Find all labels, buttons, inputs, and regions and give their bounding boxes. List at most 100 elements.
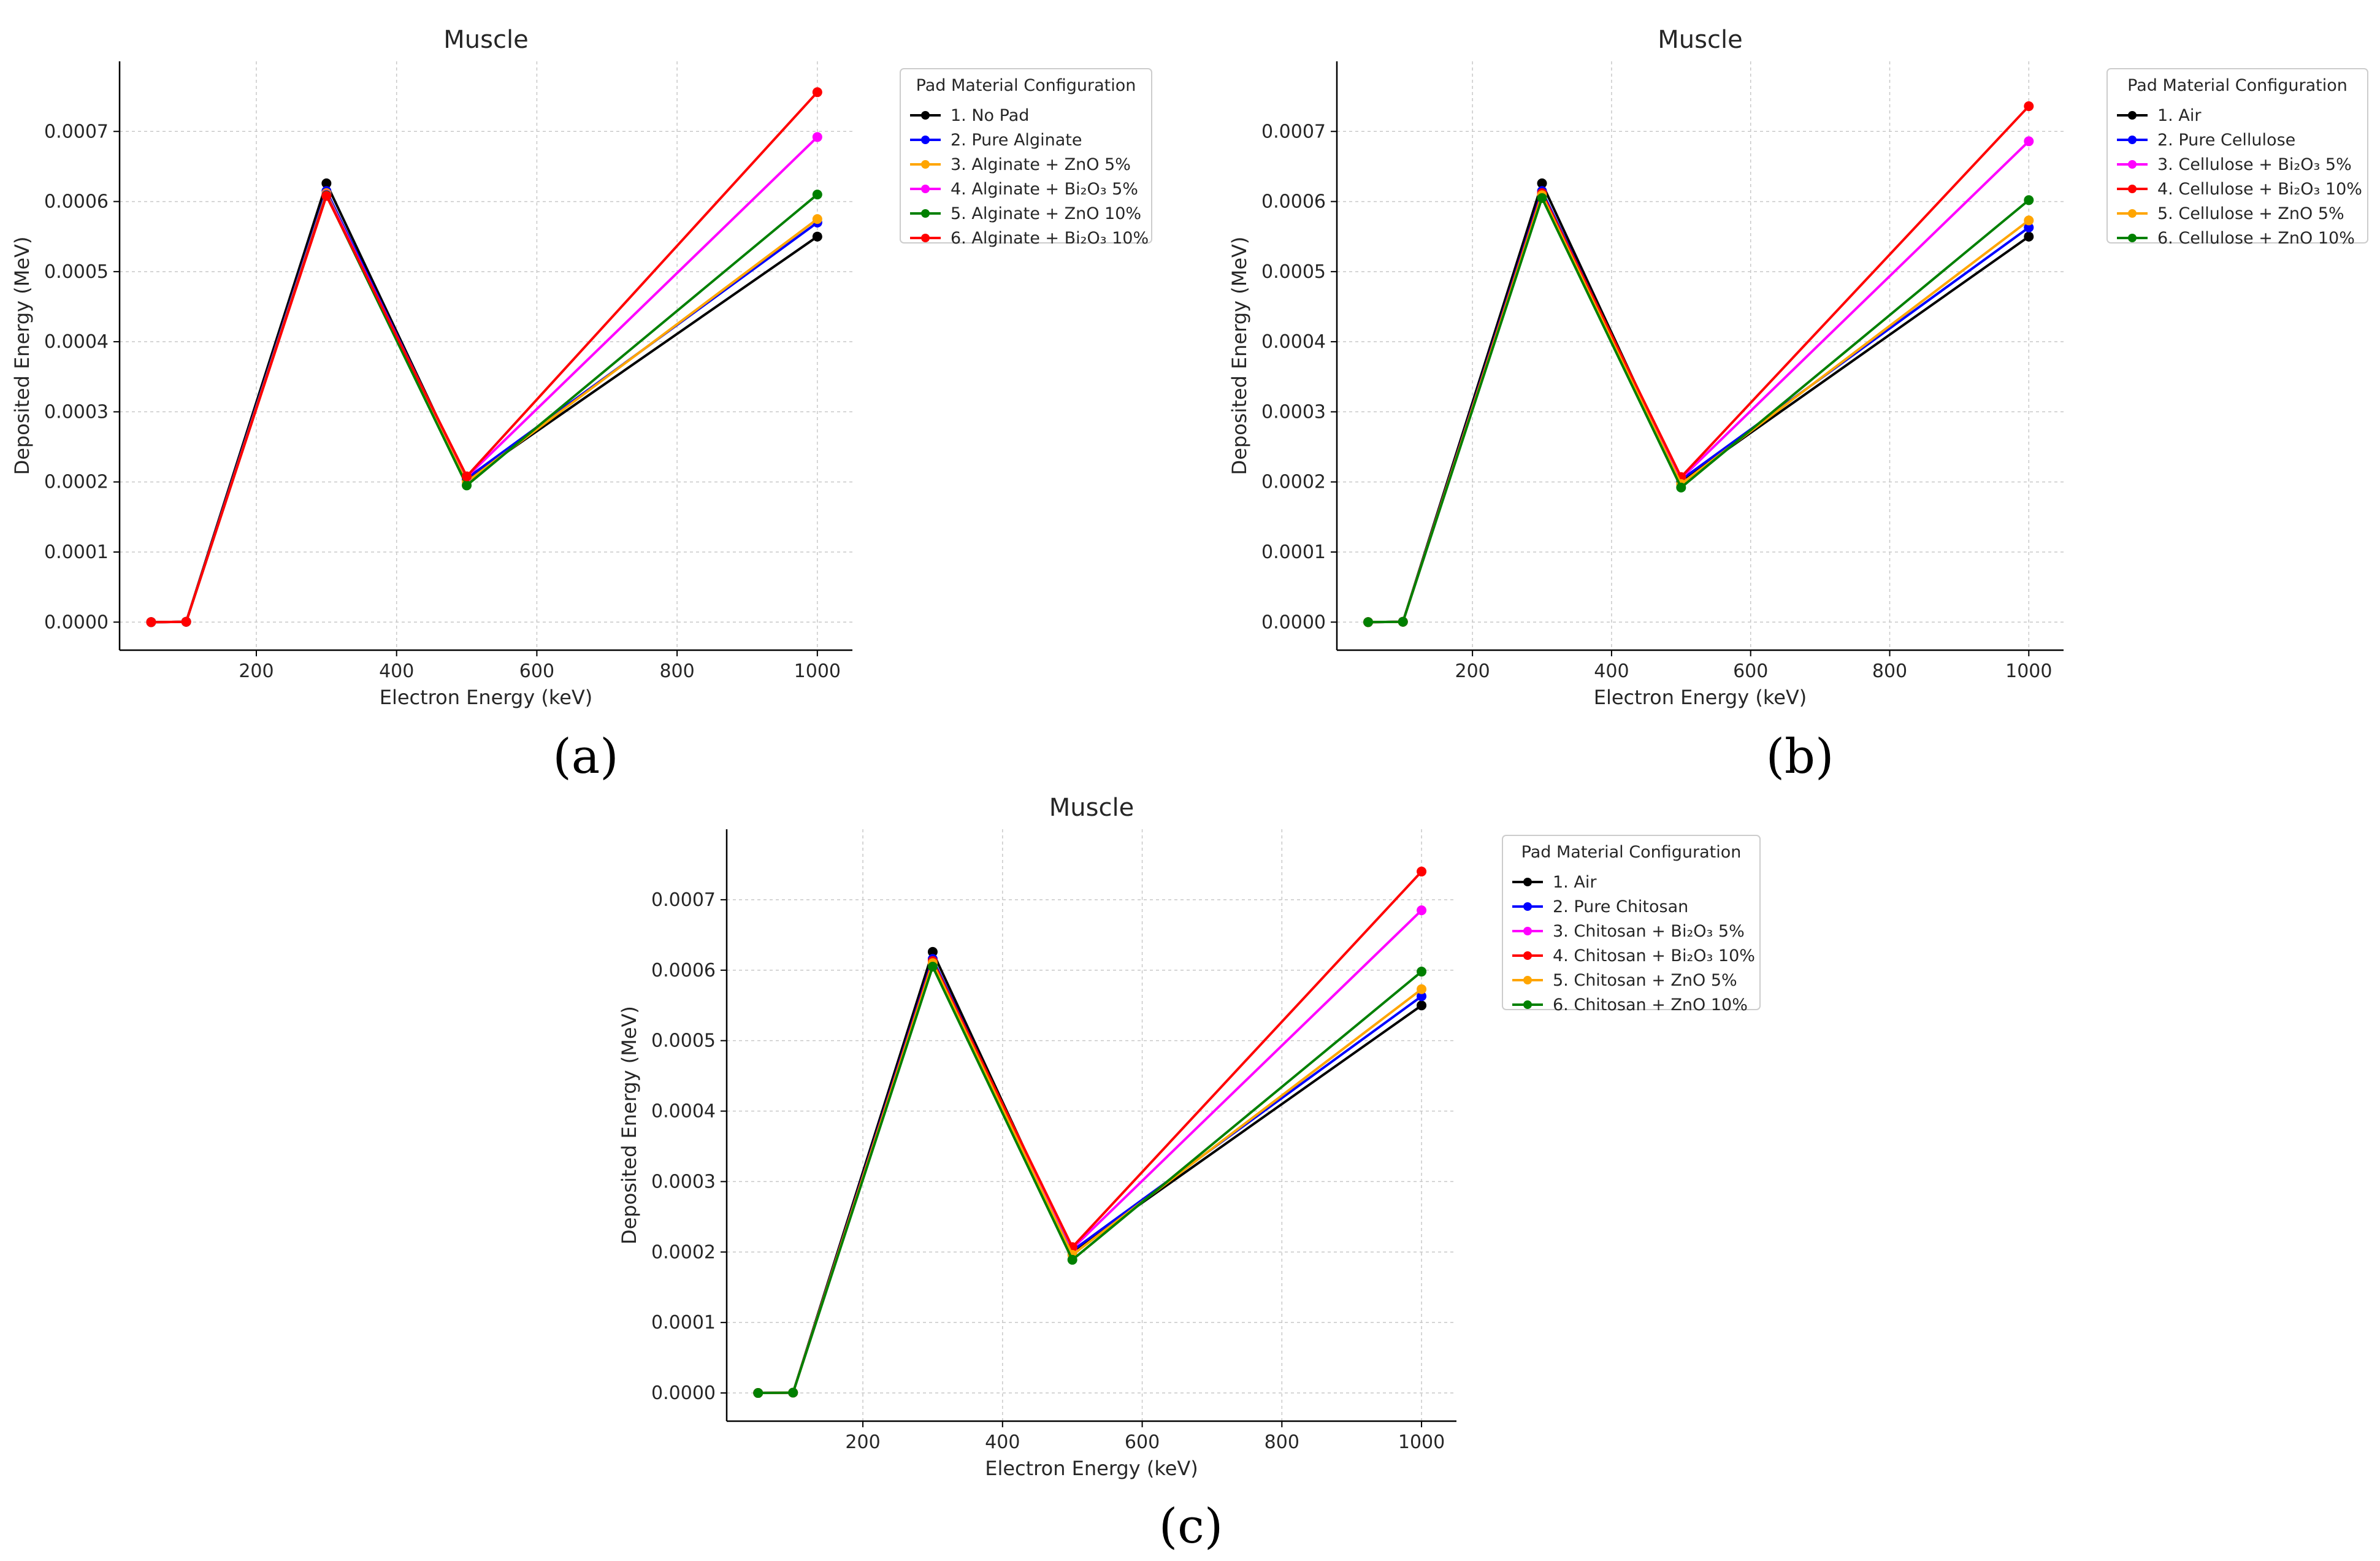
- legend-swatch-marker: [921, 136, 930, 144]
- series-line-1: [1368, 182, 2030, 624]
- legend-swatch-marker: [2128, 234, 2137, 242]
- series-line-5: [758, 962, 1423, 1394]
- y-tick-label: 0.0001: [44, 542, 109, 563]
- legend-title: Pad Material Configuration: [916, 76, 1136, 95]
- chart-panel-2: 200 400 600 800 1000 0.0000 0.0001 0.0002 0.0003…: [1228, 26, 2368, 709]
- legend-swatch-marker: [2128, 160, 2137, 169]
- x-axis-label: Electron Energy (keV): [380, 686, 593, 709]
- data-point: [1417, 991, 1427, 1002]
- data-point: [1398, 616, 1408, 627]
- y-tick-label: 0.0007: [651, 889, 716, 911]
- x-tick-label: 200: [1455, 661, 1490, 682]
- y-tick-label: 0.0003: [651, 1171, 716, 1192]
- data-point: [1417, 967, 1427, 977]
- data-point: [146, 617, 156, 627]
- legend: Pad Material Configuration 1. No Pad 2. Pu…: [900, 68, 1152, 248]
- y-tick-label: 0.0003: [1261, 401, 1326, 423]
- panel-label: (b): [1766, 729, 1834, 784]
- legend: Pad Material Configuration 1. Air 2. Pure …: [1502, 835, 1761, 1014]
- y-tick-label: 0.0007: [1261, 121, 1326, 142]
- legend-entry: 1. No Pad: [951, 106, 1029, 125]
- x-axis-label: Electron Energy (keV): [1594, 686, 1807, 709]
- y-tick-label: 0.0006: [651, 960, 716, 981]
- data-point: [181, 616, 191, 627]
- chart-title: Muscle: [1658, 26, 1742, 54]
- data-point: [812, 87, 822, 98]
- legend-swatch-marker: [921, 234, 930, 242]
- data-point: [1363, 617, 1374, 627]
- legend-entry: 3. Chitosan + Bi₂O₃ 5%: [1553, 922, 1745, 941]
- series-line-6: [1368, 196, 2030, 624]
- legend-swatch-marker: [1523, 927, 1532, 935]
- data-point: [2024, 222, 2034, 232]
- chart-panel-1: 200 400 600 800 1000 0.0000 0.0001 0.0002 0.0003…: [10, 26, 1152, 709]
- data-point: [1417, 866, 1427, 876]
- legend-entry: 4. Cellulose + Bi₂O₃ 10%: [2157, 180, 2362, 199]
- legend-swatch-marker: [2128, 136, 2137, 144]
- x-tick-label: 200: [845, 1432, 880, 1453]
- x-tick-label: 1000: [1398, 1432, 1445, 1453]
- data-point: [788, 1387, 798, 1398]
- x-tick-label: 800: [1872, 661, 1907, 682]
- x-tick-label: 400: [1594, 661, 1629, 682]
- legend-entry: 2. Pure Cellulose: [2157, 131, 2295, 150]
- x-tick-label: 1000: [794, 661, 841, 682]
- y-axis-label: Deposited Energy (MeV): [10, 237, 34, 475]
- series-line-1: [151, 182, 818, 624]
- y-tick-label: 0.0002: [44, 472, 109, 493]
- series-line-3: [151, 191, 818, 624]
- legend-swatch-marker: [1523, 1000, 1532, 1009]
- y-tick-label: 0.0005: [651, 1030, 716, 1052]
- data-point: [1676, 482, 1686, 493]
- legend-frame: [1502, 835, 1761, 1010]
- data-point: [321, 191, 332, 201]
- legend-frame: [900, 68, 1152, 244]
- data-point: [2024, 101, 2034, 112]
- data-point: [812, 231, 822, 242]
- data-point: [2024, 215, 2034, 226]
- series-line-5: [151, 193, 819, 624]
- legend-swatch-marker: [1523, 902, 1532, 911]
- data-point: [1537, 178, 1547, 188]
- series-line-3: [758, 909, 1423, 1394]
- legend-swatch-marker: [2128, 111, 2137, 120]
- legend-entry: 4. Alginate + Bi₂O₃ 5%: [951, 180, 1138, 199]
- y-tick-label: 0.0007: [44, 121, 109, 142]
- data-point: [1417, 984, 1427, 994]
- y-tick-label: 0.0005: [1261, 261, 1326, 283]
- legend-swatch-marker: [921, 185, 930, 193]
- legend-entry: 2. Pure Chitosan: [1553, 897, 1688, 916]
- legend-swatch-marker: [1523, 951, 1532, 960]
- chart-panel-3: 200 400 600 800 1000 0.0000 0.0001 0.0002 0.0003…: [618, 794, 1761, 1480]
- x-tick-label: 600: [519, 661, 554, 682]
- series-line-5: [1368, 194, 2030, 624]
- legend: Pad Material Configuration 1. Air 2. Pure …: [2106, 68, 2368, 248]
- legend-entry: 6. Chitosan + ZnO 10%: [1553, 995, 1748, 1014]
- legend-entry: 5. Cellulose + ZnO 5%: [2157, 204, 2344, 223]
- legend-frame: [2106, 68, 2368, 244]
- series-line-4: [151, 136, 819, 624]
- y-tick-label: 0.0002: [651, 1241, 716, 1263]
- legend-entry: 6. Alginate + Bi₂O₃ 10%: [951, 229, 1149, 248]
- legend-entry: 4. Chitosan + Bi₂O₃ 10%: [1553, 946, 1755, 965]
- legend-swatch-marker: [921, 111, 930, 120]
- x-tick-label: 600: [1125, 1432, 1160, 1453]
- chart-title: Muscle: [1049, 794, 1134, 822]
- y-tick-label: 0.0002: [1261, 472, 1326, 493]
- y-tick-label: 0.0000: [1261, 612, 1326, 633]
- series-line-2: [758, 957, 1423, 1394]
- y-tick-label: 0.0004: [1261, 331, 1326, 353]
- legend-entry: 1. Air: [1553, 873, 1597, 892]
- data-point: [1417, 1000, 1427, 1011]
- data-point: [927, 946, 938, 957]
- data-point: [753, 1388, 763, 1398]
- legend-swatch-marker: [921, 209, 930, 218]
- y-tick-label: 0.0000: [651, 1383, 716, 1404]
- series-line-1: [758, 950, 1423, 1394]
- x-tick-label: 800: [1265, 1432, 1299, 1453]
- legend-swatch-marker: [1523, 878, 1532, 886]
- legend-entry: 3. Alginate + ZnO 5%: [951, 155, 1131, 174]
- x-tick-label: 1000: [2005, 661, 2052, 682]
- y-tick-label: 0.0004: [651, 1101, 716, 1122]
- data-point: [2024, 136, 2034, 147]
